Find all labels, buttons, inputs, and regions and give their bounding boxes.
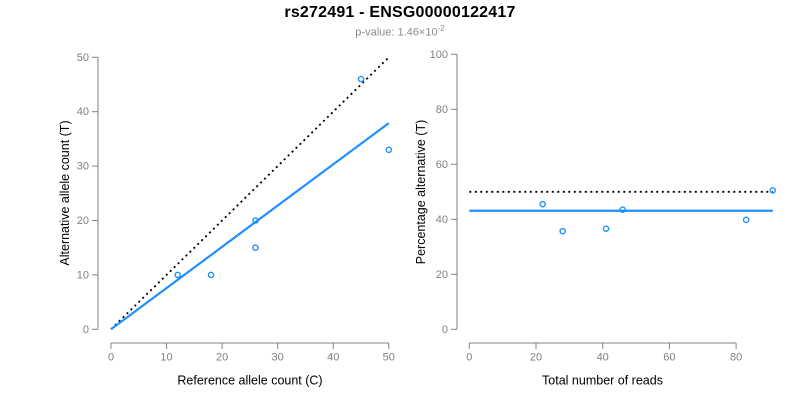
x-axis-label: Reference allele count (C) [177, 374, 322, 388]
y-tick-label: 80 [436, 104, 448, 116]
y-tick-label: 0 [442, 324, 448, 336]
x-tick-label: 40 [327, 352, 339, 364]
y-tick-label: 50 [77, 52, 89, 64]
percentage-scatter: 0 20 40 60 80 0 20 40 60 80 100 Total number of rea… [414, 49, 777, 388]
data-point [769, 187, 777, 194]
y-tick-label: 0 [83, 324, 89, 336]
y-tick-label: 20 [436, 269, 448, 281]
y-tick-label: 40 [77, 106, 89, 118]
data-point [357, 75, 365, 83]
plot-subtitle: p-value: 1.46×10-2 [0, 24, 800, 39]
data-point [174, 271, 181, 279]
x-tick-label: 0 [108, 352, 114, 364]
identity-line [110, 56, 390, 330]
x-tick-label: 0 [466, 352, 472, 364]
data-point [252, 244, 259, 251]
subtitle-text: p-value: 1.46×10 [355, 26, 438, 39]
y-tick-label: 10 [77, 269, 89, 281]
x-tick-label: 10 [160, 352, 172, 364]
y-tick-label: 100 [430, 49, 448, 61]
data-point [252, 217, 259, 224]
data-point [559, 227, 566, 235]
x-tick-label: 50 [383, 352, 395, 364]
y-axis-label: Percentage alternative (T) [414, 120, 428, 265]
x-tick-label: 30 [272, 352, 284, 364]
x-axis-label: Total number of reads [542, 374, 663, 388]
data-point [619, 206, 627, 213]
y-tick-label: 20 [77, 215, 89, 227]
plot-title: rs272491 - ENSG00000122417 [284, 4, 516, 21]
regression-line [110, 122, 390, 331]
x-tick-label: 80 [730, 352, 742, 364]
data-point [207, 271, 215, 279]
data-point [539, 200, 546, 208]
data-point [385, 146, 393, 154]
y-axis-label: Alternative allele count (T) [58, 120, 72, 265]
data-point [602, 225, 610, 232]
allele-count-scatter: 0 10 20 30 40 50 0 10 20 30 40 50 Reference allele c… [58, 52, 395, 388]
y-tick-label: 60 [436, 159, 448, 171]
x-tick-label: 60 [663, 352, 675, 364]
x-tick-label: 20 [216, 352, 228, 364]
y-tick-label: 40 [436, 214, 448, 226]
data-point [742, 216, 750, 224]
y-tick-label: 30 [77, 161, 89, 173]
subtitle-exponent: -2 [437, 24, 445, 33]
x-tick-label: 40 [597, 352, 609, 364]
x-tick-label: 20 [530, 352, 542, 364]
